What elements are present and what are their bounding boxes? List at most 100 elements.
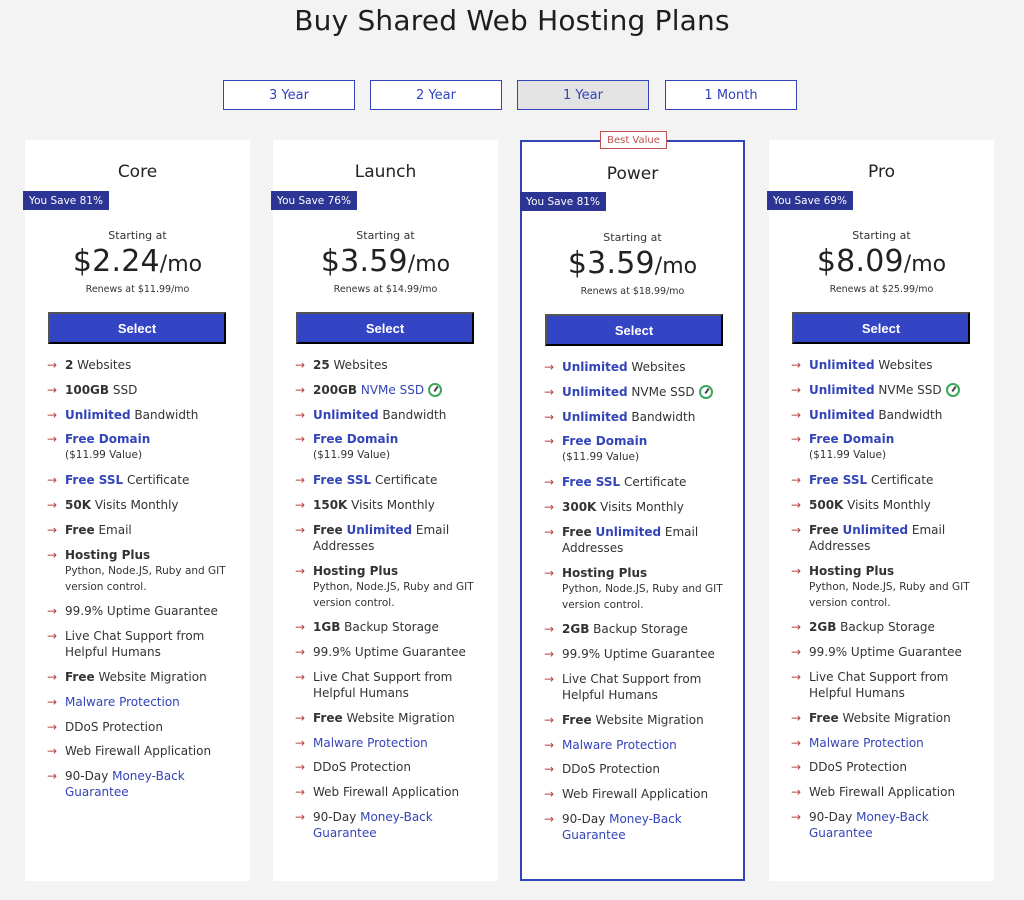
- feature-migration: → Free Website Migration: [47, 669, 237, 685]
- money-back-link[interactable]: Money-Back Guarantee: [562, 811, 682, 842]
- malware-protection-link[interactable]: Malware Protection: [65, 694, 180, 709]
- malware-protection-link[interactable]: Malware Protection: [313, 735, 428, 750]
- arrow-right-icon: →: [544, 787, 555, 802]
- feature-bandwidth: → Unlimited Bandwidth: [791, 407, 981, 423]
- money-back-prefix: 90-Day: [562, 811, 610, 826]
- uptime-label: 99.9% Uptime Guarantee: [65, 604, 218, 619]
- ddos-label: DDoS Protection: [562, 762, 660, 777]
- arrow-right-icon: →: [47, 629, 58, 644]
- best-value-badge: Best Value: [600, 131, 667, 149]
- storage-label: NVMe SSD: [357, 382, 425, 397]
- plan-card-core: Core You Save 81% Starting at $2.24/mo R…: [23, 140, 250, 881]
- storage-label: NVMe SSD: [874, 382, 942, 397]
- feature-hosting-plus: → Hosting Plus Python, Node.JS, Ruby and G…: [544, 565, 734, 613]
- term-1-month-button[interactable]: 1 Month: [665, 80, 797, 110]
- plan-price: $8.09/mo: [769, 244, 994, 279]
- arrow-right-icon: →: [295, 432, 306, 447]
- visits-label: Visits Monthly: [843, 497, 931, 512]
- select-plan-button[interactable]: Select: [545, 314, 723, 346]
- select-plan-button[interactable]: Select: [296, 312, 474, 344]
- email-free: Free: [562, 524, 592, 539]
- uptime-label: 99.9% Uptime Guarantee: [313, 645, 466, 660]
- arrow-right-icon: →: [544, 384, 555, 399]
- arrow-right-icon: →: [295, 669, 306, 684]
- hosting-plus-note: Python, Node.JS, Ruby and GIT version co…: [313, 580, 474, 609]
- plan-card-power: Power You Save 81% Starting at $3.59/mo …: [520, 140, 745, 881]
- term-2-year-button[interactable]: 2 Year: [370, 80, 502, 110]
- savings-badge: You Save 69%: [767, 191, 853, 210]
- arrow-right-icon: →: [791, 645, 802, 660]
- feature-email: → Free Unlimited Email Addresses: [295, 522, 485, 554]
- starting-at-label: Starting at: [852, 229, 911, 242]
- feature-uptime: → 99.9% Uptime Guarantee: [47, 603, 237, 619]
- renewal-price: Renews at $14.99/mo: [333, 284, 438, 295]
- ssl-label: Certificate: [123, 473, 190, 488]
- term-3-year-button[interactable]: 3 Year: [223, 80, 355, 110]
- storage-value: 200GB: [313, 382, 358, 397]
- storage-label: NVMe SSD: [627, 384, 695, 399]
- arrow-right-icon: →: [791, 785, 802, 800]
- firewall-label: Web Firewall Application: [313, 785, 460, 800]
- arrow-right-icon: →: [295, 358, 306, 372]
- feature-ssl: → Free SSL Certificate: [544, 474, 734, 490]
- select-plan-button[interactable]: Select: [792, 312, 970, 344]
- visits-label: Visits Monthly: [91, 497, 179, 512]
- feature-money-back: → 90-Day Money-Back Guarantee: [544, 811, 734, 843]
- arrow-right-icon: →: [791, 563, 802, 578]
- malware-protection-link[interactable]: Malware Protection: [809, 735, 924, 750]
- arrow-right-icon: →: [47, 382, 58, 397]
- feature-storage: → 100GB SSD: [47, 382, 237, 398]
- websites-label: Websites: [73, 358, 132, 372]
- firewall-label: Web Firewall Application: [65, 744, 212, 759]
- money-back-link[interactable]: Money-Back Guarantee: [809, 809, 929, 840]
- hosting-plus-label: Hosting Plus: [562, 565, 648, 580]
- ddos-label: DDoS Protection: [809, 760, 907, 775]
- feature-visits: → 300K Visits Monthly: [544, 499, 734, 515]
- feature-chat: → Live Chat Support from Helpful Humans: [791, 669, 981, 701]
- feature-chat: → Live Chat Support from Helpful Humans: [295, 669, 485, 701]
- plan-price: $3.59/mo: [273, 244, 498, 279]
- arrow-right-icon: →: [295, 645, 306, 660]
- feature-backup: → 1GB Backup Storage: [295, 619, 485, 635]
- arrow-right-icon: →: [295, 809, 306, 824]
- select-plan-button[interactable]: Select: [48, 312, 226, 344]
- money-back-link[interactable]: Money-Back Guarantee: [313, 809, 433, 840]
- feature-websites: → Unlimited Websites: [791, 357, 981, 373]
- money-back-link[interactable]: Money-Back Guarantee: [65, 769, 185, 800]
- websites-label: Websites: [874, 358, 933, 372]
- plan-name: Pro: [868, 162, 895, 182]
- arrow-right-icon: →: [47, 769, 58, 784]
- feature-bandwidth: → Unlimited Bandwidth: [544, 409, 734, 425]
- arrow-right-icon: →: [295, 522, 306, 537]
- malware-protection-link[interactable]: Malware Protection: [562, 737, 677, 752]
- backup-value: 2GB: [809, 620, 837, 635]
- websites-value: Unlimited: [809, 358, 875, 372]
- term-1-year-button[interactable]: 1 Year: [517, 80, 649, 110]
- plan-card-launch: Launch You Save 76% Starting at $3.59/mo…: [271, 140, 498, 881]
- page-title: Buy Shared Web Hosting Plans: [294, 4, 730, 37]
- arrow-right-icon: →: [791, 432, 802, 447]
- ssl-label: Certificate: [867, 473, 934, 488]
- ssl-value: Free SSL: [809, 473, 868, 488]
- migration-label: Website Migration: [94, 669, 207, 684]
- feature-firewall: → Web Firewall Application: [295, 784, 485, 800]
- feature-list: → 25 Websites → 200GB NVMe SSD → Unlimited Ba…: [295, 357, 485, 850]
- feature-backup: → 2GB Backup Storage: [791, 619, 981, 635]
- ddos-label: DDoS Protection: [313, 760, 411, 775]
- uptime-label: 99.9% Uptime Guarantee: [809, 645, 962, 660]
- websites-label: Websites: [627, 360, 686, 374]
- plan-name: Power: [606, 164, 659, 184]
- feature-domain: → Free Domain ($11.99 Value): [791, 431, 981, 463]
- arrow-right-icon: →: [47, 522, 58, 537]
- feature-websites: → 25 Websites: [295, 357, 485, 373]
- feature-domain: → Free Domain ($11.99 Value): [544, 433, 734, 465]
- arrow-right-icon: →: [791, 407, 802, 422]
- arrow-right-icon: →: [295, 785, 306, 800]
- bandwidth-label: Bandwidth: [378, 407, 447, 422]
- email-free: Free: [65, 522, 95, 537]
- arrow-right-icon: →: [47, 358, 58, 372]
- feature-ssl: → Free SSL Certificate: [295, 472, 485, 488]
- feature-chat: → Live Chat Support from Helpful Humans: [544, 671, 734, 703]
- migration-label: Website Migration: [838, 710, 951, 725]
- migration-label: Website Migration: [342, 710, 455, 725]
